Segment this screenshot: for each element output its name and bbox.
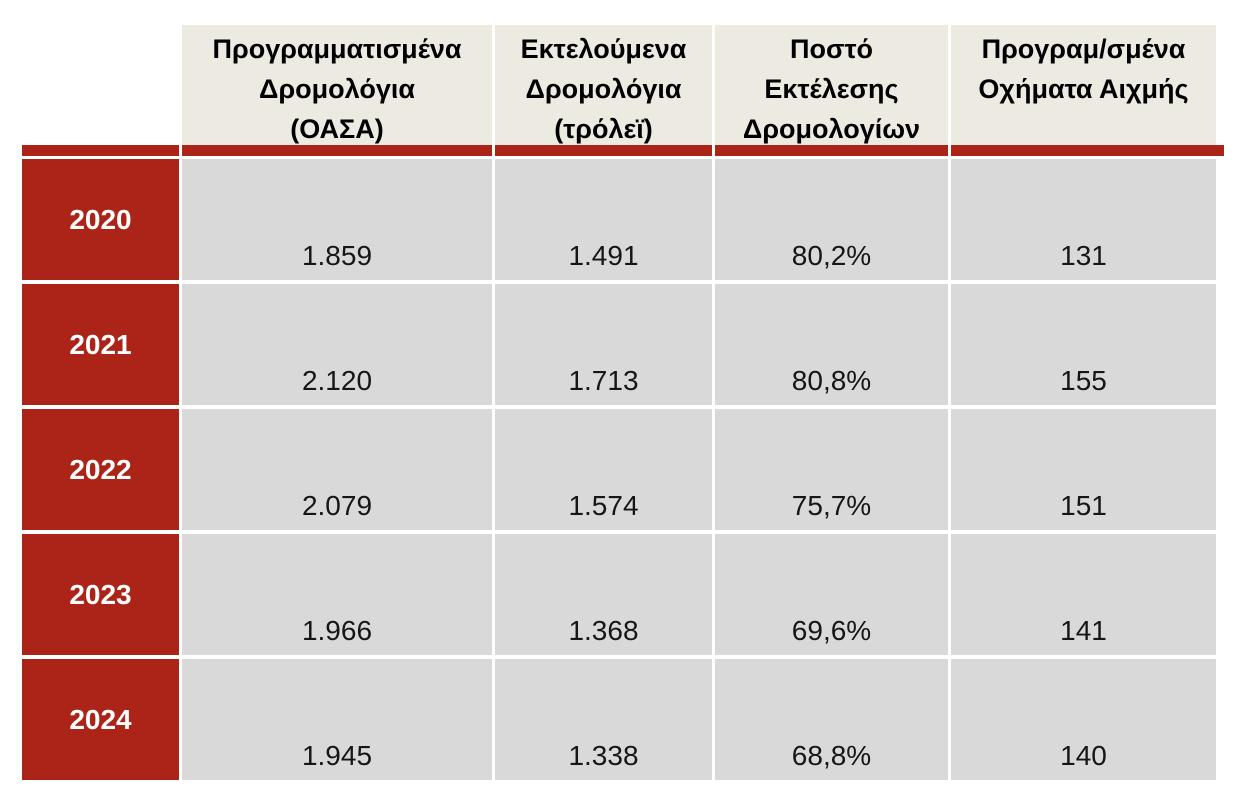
cell-execution-rate-2022: 75,7% [715, 409, 948, 530]
cell-execution-rate-2021: 80,8% [715, 284, 948, 405]
cell-scheduled-2024: 1.945 [182, 659, 492, 780]
column-header-executed: Εκτελούμενα Δρομολόγια (τρόλεϊ) [495, 25, 712, 149]
cell-execution-rate-2023: 69,6% [715, 534, 948, 655]
cell-peak-vehicles-2022: 151 [951, 409, 1216, 530]
cell-executed-2021: 1.713 [495, 284, 712, 405]
cell-scheduled-2022: 2.079 [182, 409, 492, 530]
table-body: 2020 1.859 1.491 80,2% 131 2021 2.120 1.… [22, 159, 1224, 780]
cell-peak-vehicles-2024: 140 [951, 659, 1216, 780]
top-border-segment [495, 145, 712, 156]
cell-execution-rate-2024: 68,8% [715, 659, 948, 780]
cell-scheduled-2023: 1.966 [182, 534, 492, 655]
column-header-peak-vehicles: Προγραμ/σμένα Οχήματα Αιχμής [951, 25, 1216, 149]
cell-peak-vehicles-2020: 131 [951, 159, 1216, 280]
column-header-scheduled: Προγραμματισμένα Δρομολόγια (ΟΑΣΑ) [182, 25, 492, 149]
cell-scheduled-2020: 1.859 [182, 159, 492, 280]
table-header-row: Προγραμματισμένα Δρομολόγια (ΟΑΣΑ) Εκτελ… [22, 25, 1224, 149]
top-border-segment [22, 145, 179, 156]
cell-executed-2022: 1.574 [495, 409, 712, 530]
column-header-execution-rate: Ποστό Εκτέλεσης Δρομολογίων [715, 25, 948, 149]
cell-scheduled-2021: 2.120 [182, 284, 492, 405]
cell-peak-vehicles-2023: 141 [951, 534, 1216, 655]
top-border-segment [182, 145, 492, 156]
trolley-routes-table: Προγραμματισμένα Δρομολόγια (ΟΑΣΑ) Εκτελ… [22, 25, 1224, 780]
cell-peak-vehicles-2021: 155 [951, 284, 1216, 405]
row-header-year-2020: 2020 [22, 159, 179, 280]
corner-empty-cell [22, 25, 179, 149]
row-header-year-2021: 2021 [22, 284, 179, 405]
row-header-year-2023: 2023 [22, 534, 179, 655]
cell-execution-rate-2020: 80,2% [715, 159, 948, 280]
table-top-border [22, 145, 1224, 156]
row-header-year-2022: 2022 [22, 409, 179, 530]
cell-executed-2020: 1.491 [495, 159, 712, 280]
cell-executed-2024: 1.338 [495, 659, 712, 780]
cell-executed-2023: 1.368 [495, 534, 712, 655]
top-border-segment [951, 145, 1224, 156]
row-header-year-2024: 2024 [22, 659, 179, 780]
top-border-segment [715, 145, 948, 156]
